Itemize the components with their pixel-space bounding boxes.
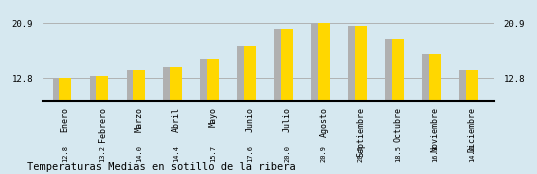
Bar — [59, 78, 71, 166]
Bar — [311, 23, 323, 166]
Bar — [237, 46, 249, 166]
Bar — [429, 54, 441, 166]
Text: 17.6: 17.6 — [247, 145, 253, 162]
Bar — [459, 70, 471, 166]
Text: 20.0: 20.0 — [284, 145, 290, 162]
Text: 16.3: 16.3 — [432, 145, 438, 162]
Text: 14.0: 14.0 — [469, 145, 475, 162]
Bar — [422, 54, 434, 166]
Text: 20.5: 20.5 — [358, 145, 364, 162]
Bar — [96, 76, 108, 166]
Text: 15.7: 15.7 — [210, 145, 216, 162]
Bar — [170, 68, 182, 166]
Bar — [200, 59, 212, 166]
Bar — [90, 76, 101, 166]
Bar — [466, 70, 478, 166]
Text: Temperaturas Medias en sotillo de la ribera: Temperaturas Medias en sotillo de la rib… — [27, 162, 295, 172]
Bar — [207, 59, 219, 166]
Bar — [386, 39, 397, 166]
Bar — [281, 29, 293, 166]
Bar — [127, 70, 139, 166]
Bar — [163, 68, 175, 166]
Bar — [355, 26, 367, 166]
Text: 13.2: 13.2 — [99, 145, 105, 162]
Text: 14.0: 14.0 — [136, 145, 142, 162]
Bar — [349, 26, 360, 166]
Bar — [392, 39, 404, 166]
Bar — [274, 29, 286, 166]
Bar — [244, 46, 256, 166]
Text: 20.9: 20.9 — [321, 145, 327, 162]
Bar — [318, 23, 330, 166]
Bar — [53, 78, 64, 166]
Bar — [133, 70, 145, 166]
Text: 18.5: 18.5 — [395, 145, 401, 162]
Text: 12.8: 12.8 — [62, 145, 68, 162]
Text: 14.4: 14.4 — [173, 145, 179, 162]
